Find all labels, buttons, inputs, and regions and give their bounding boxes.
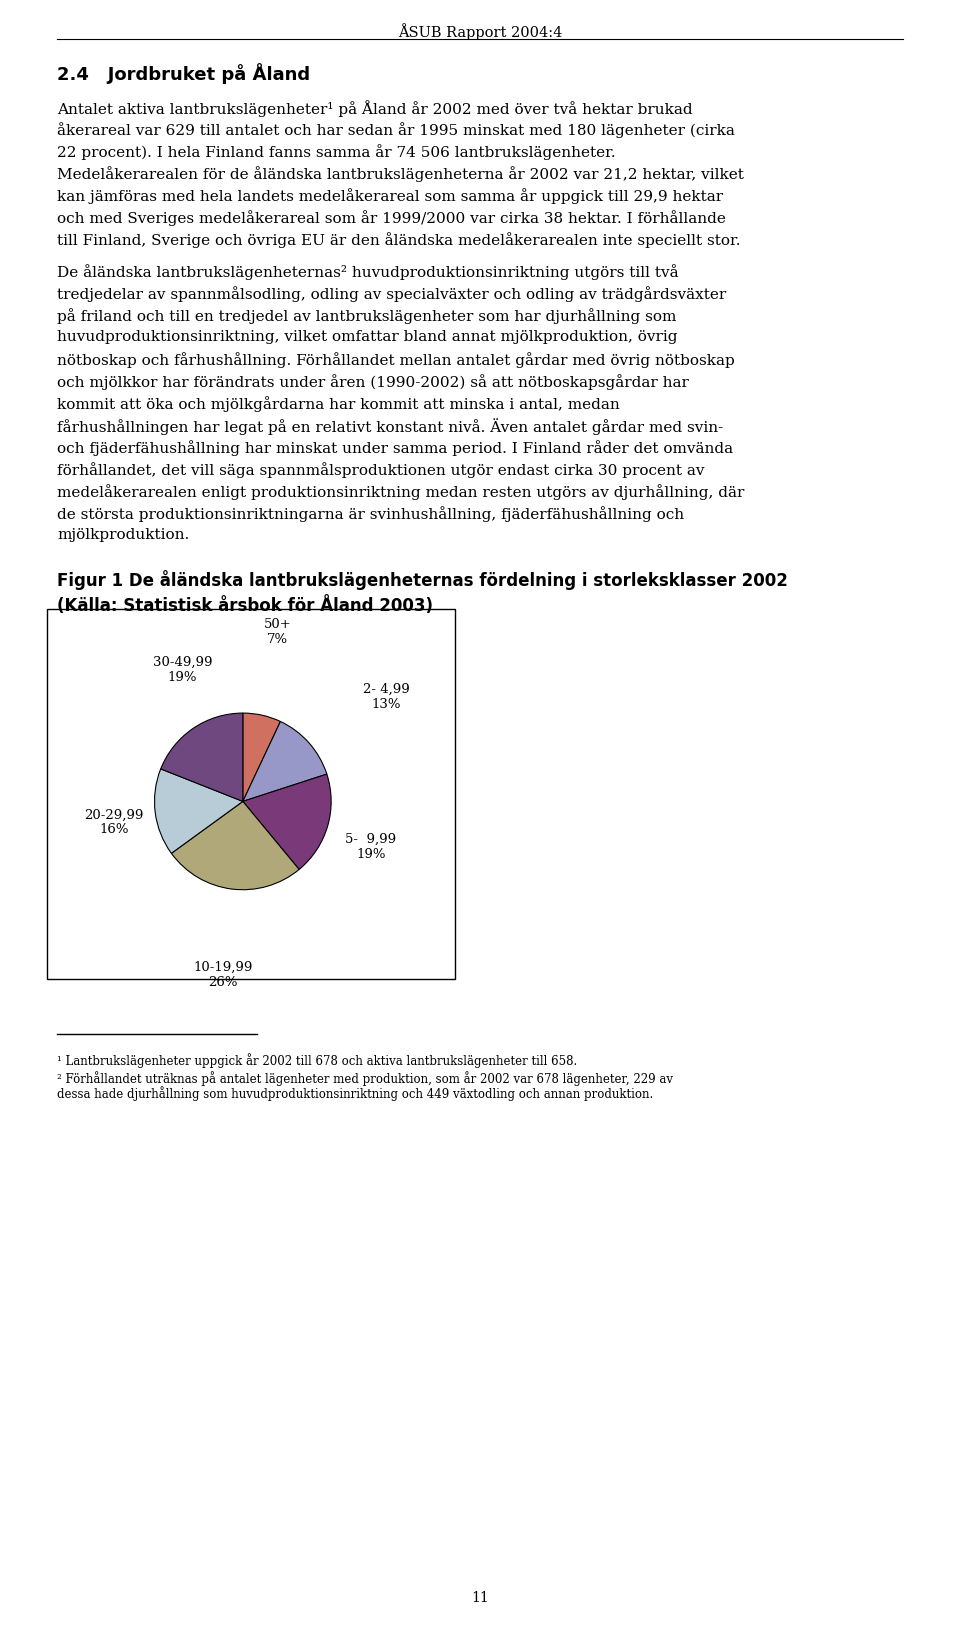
Text: 10-19,99
26%: 10-19,99 26% xyxy=(193,961,252,989)
Text: åkerareal var 629 till antalet och har sedan år 1995 minskat med 180 lägenheter : åkerareal var 629 till antalet och har s… xyxy=(57,122,734,137)
Text: till Finland, Sverige och övriga EU är den åländska medelåkerarealen inte specie: till Finland, Sverige och övriga EU är d… xyxy=(57,232,740,248)
Text: kan jämföras med hela landets medelåkerareal som samma år uppgick till 29,9 hekt: kan jämföras med hela landets medelåkera… xyxy=(57,188,723,204)
Text: 30-49,99
19%: 30-49,99 19% xyxy=(153,656,212,684)
Text: ÅSUB Rapport 2004:4: ÅSUB Rapport 2004:4 xyxy=(397,23,563,39)
Wedge shape xyxy=(243,775,331,870)
Text: De åländska lantbrukslägenheternas² huvudproduktionsinriktning utgörs till två: De åländska lantbrukslägenheternas² huvu… xyxy=(57,264,679,279)
Text: nötboskap och fårhushållning. Förhållandet mellan antalet gårdar med övrig nötbo: nötboskap och fårhushållning. Förhålland… xyxy=(57,353,734,367)
Text: 2- 4,99
13%: 2- 4,99 13% xyxy=(363,682,410,710)
Text: 20-29,99
16%: 20-29,99 16% xyxy=(84,808,143,836)
Text: mjölkproduktion.: mjölkproduktion. xyxy=(57,527,189,542)
Text: fårhushållningen har legat på en relativt konstant nivå. Även antalet gårdar med: fårhushållningen har legat på en relativ… xyxy=(57,418,723,434)
Text: dessa hade djurhållning som huvudproduktionsinriktning och 449 växtodling och an: dessa hade djurhållning som huvudprodukt… xyxy=(57,1085,653,1100)
Text: 50+
7%: 50+ 7% xyxy=(264,619,292,646)
Text: 22 procent). I hela Finland fanns samma år 74 506 lantbrukslägenheter.: 22 procent). I hela Finland fanns samma … xyxy=(57,144,615,160)
Text: och fjäderfähushållning har minskat under samma period. I Finland råder det omvä: och fjäderfähushållning har minskat unde… xyxy=(57,439,733,455)
Text: de största produktionsinriktningarna är svinhushållning, fjäderfähushållning och: de största produktionsinriktningarna är … xyxy=(57,506,684,522)
Text: 2.4   Jordbruket på Åland: 2.4 Jordbruket på Åland xyxy=(57,64,310,83)
Text: ² Förhållandet uträknas på antalet lägenheter med produktion, som år 2002 var 67: ² Förhållandet uträknas på antalet lägen… xyxy=(57,1071,673,1085)
Text: 5-  9,99
19%: 5- 9,99 19% xyxy=(346,832,396,860)
Text: och mjölkkor har förändrats under åren (1990-2002) så att nötboskapsgårdar har: och mjölkkor har förändrats under åren (… xyxy=(57,374,689,390)
Text: förhållandet, det vill säga spannmålsproduktionen utgör endast cirka 30 procent : förhållandet, det vill säga spannmålspro… xyxy=(57,462,705,478)
Text: Antalet aktiva lantbrukslägenheter¹ på Åland år 2002 med över två hektar brukad: Antalet aktiva lantbrukslägenheter¹ på Å… xyxy=(57,100,692,118)
Wedge shape xyxy=(243,721,326,801)
Text: och med Sveriges medelåkerareal som år 1999/2000 var cirka 38 hektar. I förhålla: och med Sveriges medelåkerareal som år 1… xyxy=(57,211,726,225)
Bar xyxy=(47,610,455,979)
Text: Medelåkerarealen för de åländska lantbrukslägenheterna år 2002 var 21,2 hektar, : Medelåkerarealen för de åländska lantbru… xyxy=(57,166,744,181)
Text: medelåkerarealen enligt produktionsinriktning medan resten utgörs av djurhållnin: medelåkerarealen enligt produktionsinrik… xyxy=(57,483,744,499)
Wedge shape xyxy=(155,769,243,854)
Text: Figur 1 De åländska lantbrukslägenheternas fördelning i storleksklasser 2002: Figur 1 De åländska lantbrukslägenhetern… xyxy=(57,570,788,589)
Text: huvudproduktionsinriktning, vilket omfattar bland annat mjölkproduktion, övrig: huvudproduktionsinriktning, vilket omfat… xyxy=(57,330,678,344)
Text: ¹ Lantbrukslägenheter uppgick år 2002 till 678 och aktiva lantbrukslägenheter ti: ¹ Lantbrukslägenheter uppgick år 2002 ti… xyxy=(57,1053,577,1067)
Wedge shape xyxy=(172,801,300,889)
Text: (Källa: Statistisk årsbok för Åland 2003): (Källa: Statistisk årsbok för Åland 2003… xyxy=(57,596,433,615)
Text: 11: 11 xyxy=(471,1590,489,1604)
Text: på friland och till en tredjedel av lantbrukslägenheter som har djurhållning som: på friland och till en tredjedel av lant… xyxy=(57,308,677,323)
Wedge shape xyxy=(243,713,280,801)
Wedge shape xyxy=(160,713,243,801)
Text: kommit att öka och mjölkgårdarna har kommit att minska i antal, medan: kommit att öka och mjölkgårdarna har kom… xyxy=(57,395,620,411)
Text: tredjedelar av spannmålsodling, odling av specialväxter och odling av trädgårdsv: tredjedelar av spannmålsodling, odling a… xyxy=(57,286,727,302)
